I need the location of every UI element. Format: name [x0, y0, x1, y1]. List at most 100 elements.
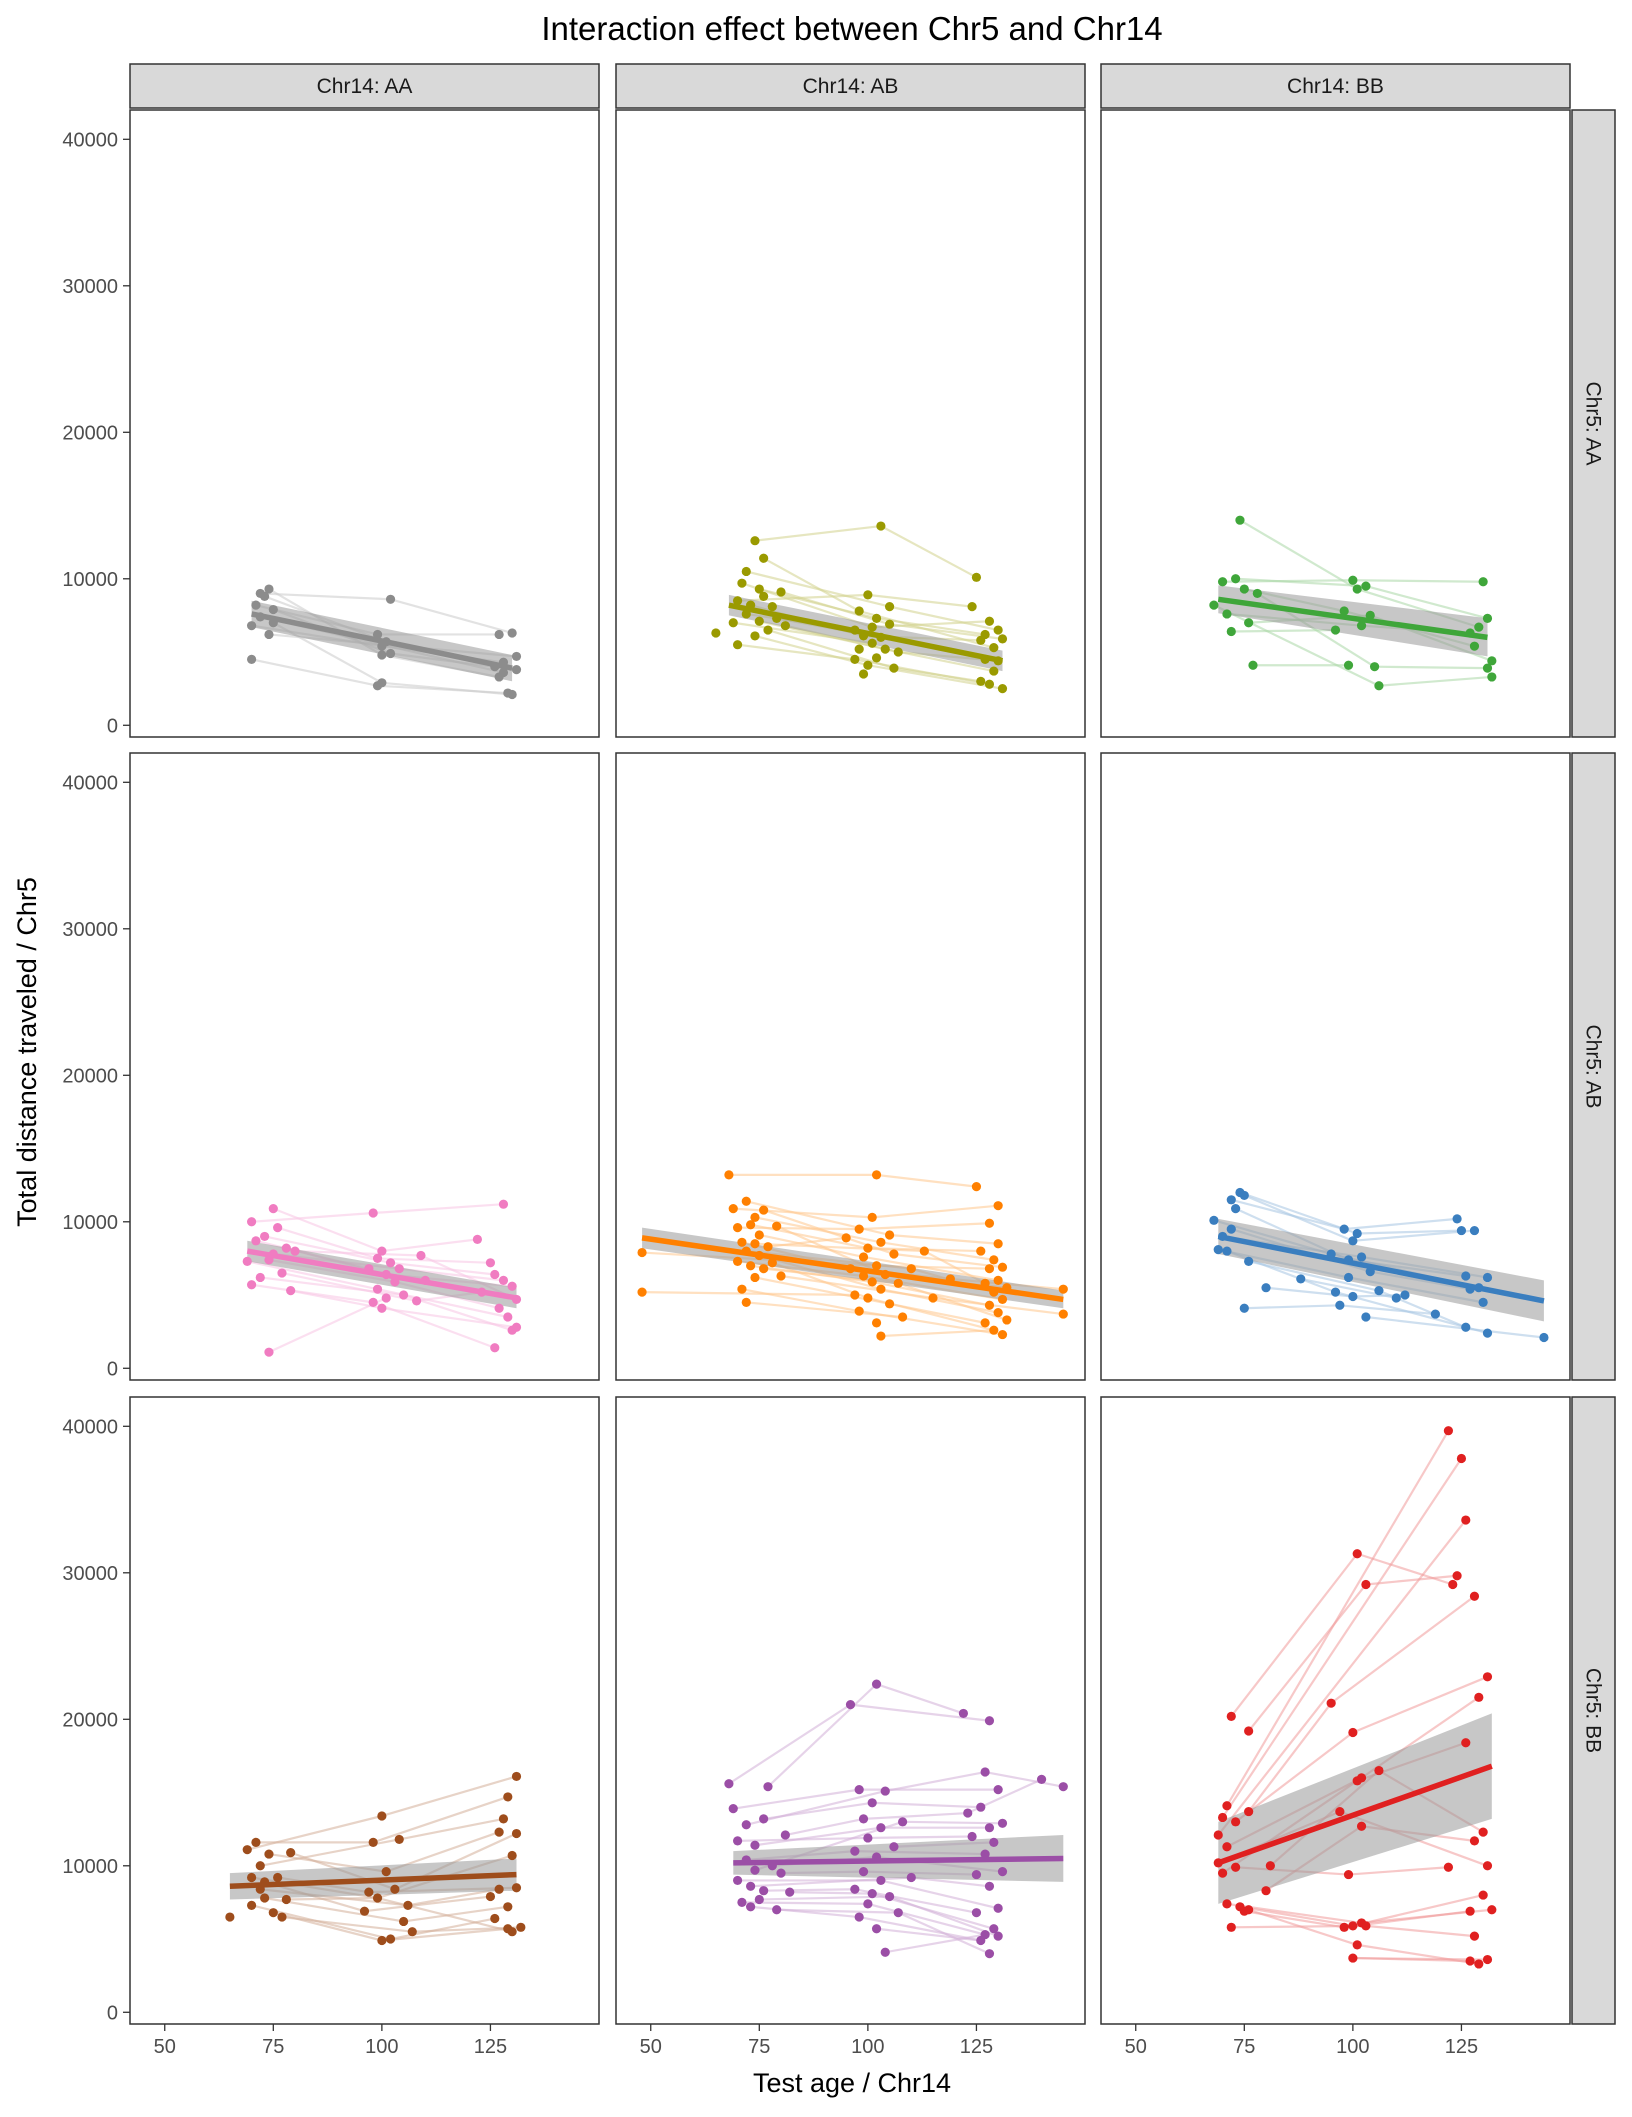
- data-point: [876, 1237, 886, 1247]
- trajectory-line: [1239, 1905, 1354, 1927]
- data-point: [377, 1935, 387, 1946]
- column-strip-box: [615, 63, 1086, 109]
- data-point: [503, 1792, 513, 1802]
- data-point: [377, 678, 387, 688]
- trajectory-line: [1330, 1595, 1476, 1705]
- row-strip-1: Chr5: AB: [1571, 752, 1616, 1381]
- data-point: [754, 1894, 764, 1905]
- data-point: [863, 1243, 873, 1253]
- trajectory-line: [767, 1683, 878, 1788]
- data-point: [871, 1679, 882, 1689]
- y-tick-label: 30000: [62, 919, 118, 941]
- data-point: [867, 1277, 877, 1287]
- data-point: [1482, 1272, 1493, 1283]
- trajectory-line: [381, 1307, 517, 1329]
- panel-plot-area: [1209, 515, 1497, 691]
- data-point: [867, 1212, 877, 1222]
- data-point: [989, 1325, 999, 1335]
- x-tick-label: 100: [851, 2036, 884, 2058]
- data-point: [724, 1170, 734, 1180]
- data-point: [993, 1201, 1003, 1211]
- data-point: [1244, 1726, 1254, 1736]
- data-point: [1465, 1956, 1475, 1966]
- data-point: [980, 1930, 990, 1940]
- data-point: [503, 1902, 513, 1912]
- data-point: [264, 629, 274, 640]
- trajectory-line: [763, 1888, 855, 1892]
- data-point: [1335, 1806, 1345, 1817]
- trajectory-line: [251, 1211, 374, 1223]
- data-point: [976, 1802, 986, 1812]
- data-point: [281, 1243, 291, 1253]
- trajectory-line: [763, 557, 860, 612]
- data-point: [845, 1700, 856, 1710]
- data-point: [1482, 1861, 1493, 1871]
- trajectory-line: [381, 1775, 517, 1818]
- data-point: [763, 625, 773, 635]
- data-point: [251, 1837, 261, 1847]
- data-point: [1348, 1236, 1358, 1246]
- data-point: [889, 1842, 899, 1852]
- trajectory-line: [1339, 1304, 1436, 1316]
- data-point: [1217, 1812, 1228, 1823]
- data-point: [997, 634, 1008, 644]
- data-point: [1374, 1765, 1384, 1776]
- data-point: [511, 1771, 522, 1782]
- trajectory-line: [746, 1790, 886, 1826]
- data-point: [1244, 618, 1254, 628]
- data-point: [507, 1850, 517, 1861]
- data-point: [876, 1875, 886, 1886]
- data-point: [889, 663, 899, 673]
- data-point: [750, 1212, 760, 1222]
- data-point: [854, 1306, 864, 1316]
- data-point: [494, 629, 504, 640]
- trajectory-line: [880, 1329, 994, 1338]
- panel-plot-area: [242, 1199, 522, 1357]
- data-point: [993, 1308, 1003, 1318]
- data-point: [1361, 1312, 1371, 1322]
- data-point: [858, 1271, 869, 1281]
- panel-background: [129, 1396, 600, 2025]
- data-point: [286, 1286, 296, 1296]
- trajectory-line: [767, 1236, 847, 1248]
- trajectory-line: [364, 1895, 491, 1913]
- data-point: [637, 1247, 647, 1258]
- data-point: [867, 1889, 877, 1899]
- data-point: [1361, 581, 1371, 591]
- data-point: [1482, 1954, 1493, 1965]
- column-strip-2: Chr14: BB: [1100, 63, 1571, 109]
- data-point: [511, 651, 522, 662]
- data-point: [1482, 663, 1493, 673]
- data-point: [876, 1823, 886, 1833]
- trajectory-line: [872, 1204, 999, 1219]
- column-strip-box: [129, 63, 600, 109]
- data-point: [1222, 1246, 1232, 1256]
- data-point: [1478, 1827, 1488, 1837]
- data-point: [1348, 1727, 1358, 1738]
- data-point: [1226, 626, 1236, 637]
- data-point: [871, 1261, 882, 1271]
- data-point: [880, 1786, 890, 1796]
- trajectory-line: [251, 1283, 374, 1304]
- data-point: [1348, 1291, 1358, 1302]
- data-point: [1374, 1286, 1384, 1296]
- data-point: [490, 1269, 500, 1280]
- data-point: [1213, 1245, 1223, 1255]
- y-tick-label: 10000: [62, 569, 118, 591]
- data-point: [511, 1883, 522, 1893]
- trajectory-line: [1235, 577, 1366, 588]
- data-point: [984, 1881, 995, 1891]
- trajectory-line: [286, 1896, 378, 1901]
- trajectory-line: [789, 1891, 873, 1895]
- data-point: [251, 1236, 261, 1246]
- data-point: [1244, 1806, 1254, 1817]
- data-point: [971, 1908, 982, 1918]
- data-point: [1002, 1315, 1012, 1325]
- panel-plot-area: [1209, 1187, 1549, 1343]
- data-point: [889, 1249, 899, 1259]
- y-tick-label: 40000: [62, 1416, 118, 1438]
- trajectory-line: [1378, 675, 1492, 687]
- data-point: [1461, 1322, 1471, 1332]
- data-point: [1252, 588, 1262, 599]
- data-point: [728, 1204, 738, 1214]
